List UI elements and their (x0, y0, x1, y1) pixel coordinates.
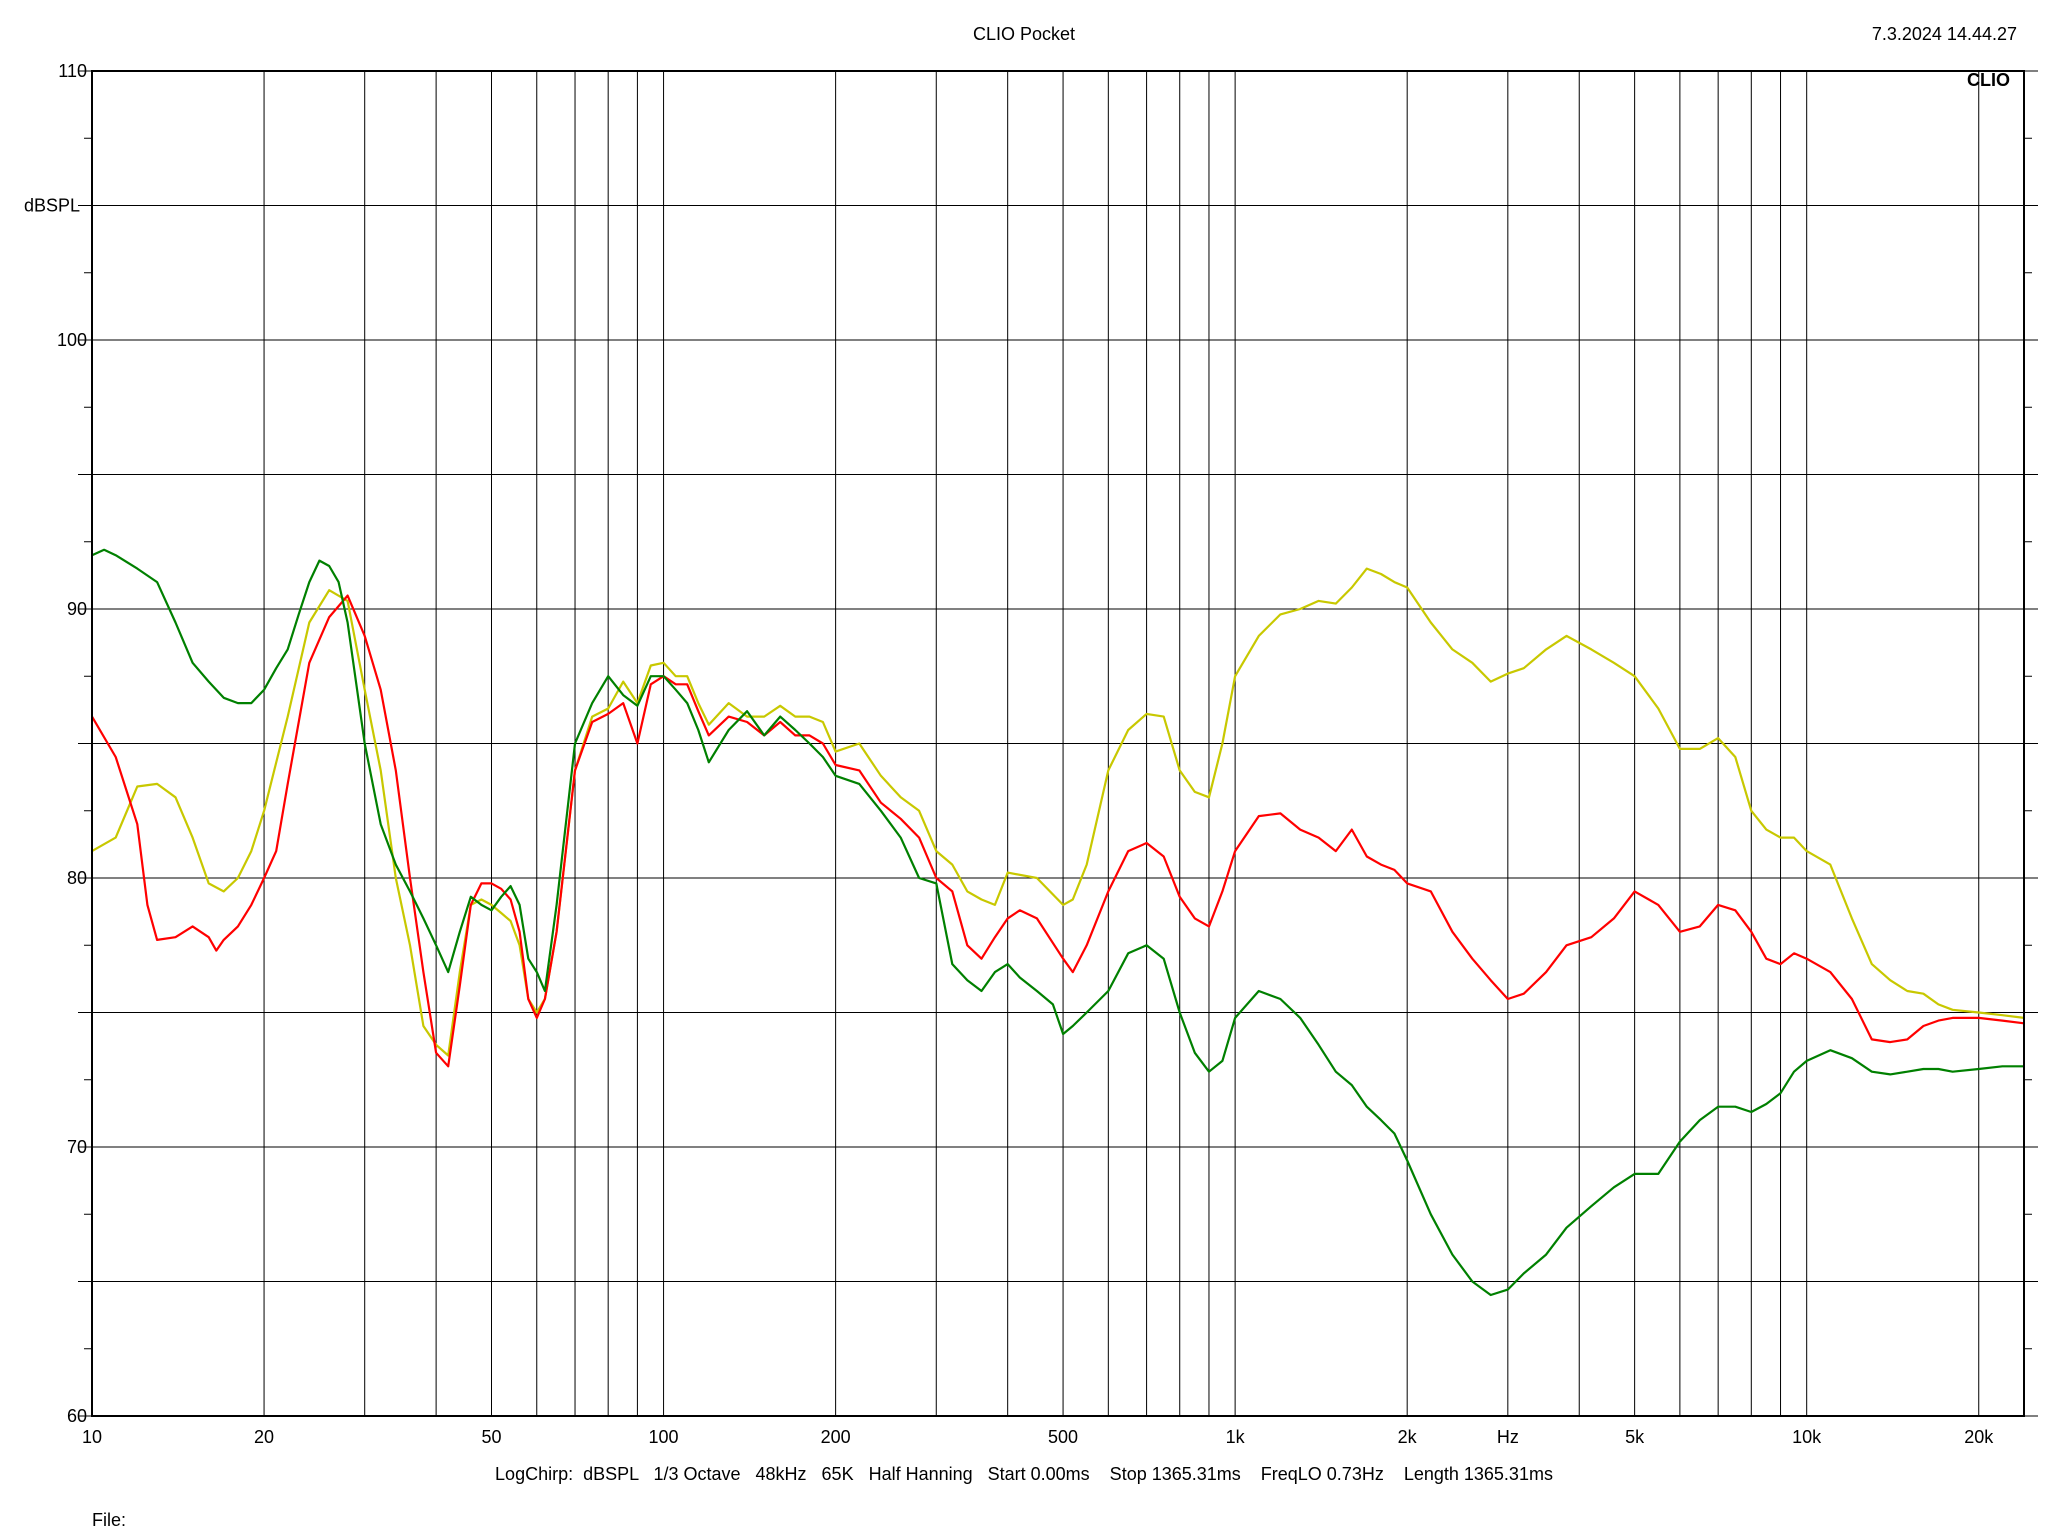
series-line-1 (91, 567, 2025, 1057)
x-tick-label: 20 (254, 1427, 274, 1447)
file-label: File: (92, 1510, 127, 1530)
y-tick-label: 80 (67, 868, 87, 888)
x-tick-label: 20k (1964, 1427, 1994, 1447)
x-tick-label: 50 (481, 1427, 501, 1447)
x-tick-label: 10 (82, 1427, 102, 1447)
y-tick-label: 60 (67, 1406, 87, 1426)
series-line-3 (91, 548, 2024, 1297)
x-tick-label: 200 (821, 1427, 851, 1447)
y-tick-label: 90 (67, 599, 87, 619)
x-tick-label: 5k (1625, 1427, 1645, 1447)
x-tick-label: 500 (1048, 1427, 1078, 1447)
y-tick-label: 70 (67, 1137, 87, 1157)
y-axis-label: dBSPL (24, 196, 80, 216)
x-tick-label: 10k (1792, 1427, 1822, 1447)
series-line-2 (91, 594, 2025, 1068)
y-tick-label: 110 (58, 61, 87, 81)
x-axis-label: Hz (1497, 1427, 1519, 1447)
clio-logo: CLIO (1967, 70, 2010, 90)
y-tick-label: 100 (57, 330, 87, 350)
x-tick-label: 100 (649, 1427, 679, 1447)
plot-frame (91, 70, 2025, 1417)
measurement-settings: LogChirp: dBSPL 1/3 Octave 48kHz 65K Hal… (495, 1464, 1553, 1484)
x-tick-label: 2k (1398, 1427, 1418, 1447)
timestamp: 7.3.2024 14.44.27 (1871, 24, 2017, 44)
app-title: CLIO Pocket (972, 24, 1076, 44)
x-tick-label: 1k (1226, 1427, 1246, 1447)
